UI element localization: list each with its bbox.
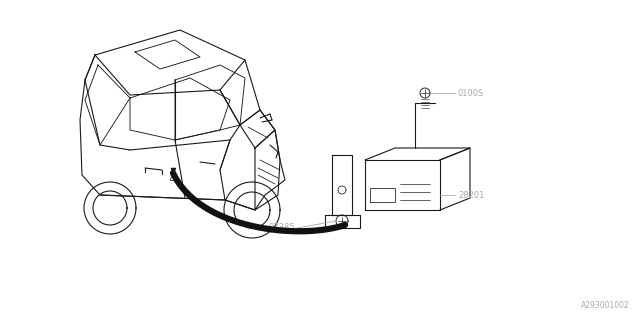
Text: 28201: 28201 — [458, 190, 484, 199]
Text: A293001002: A293001002 — [581, 301, 630, 310]
Text: 02385: 02385 — [269, 223, 295, 233]
Text: 0100S: 0100S — [458, 89, 484, 98]
